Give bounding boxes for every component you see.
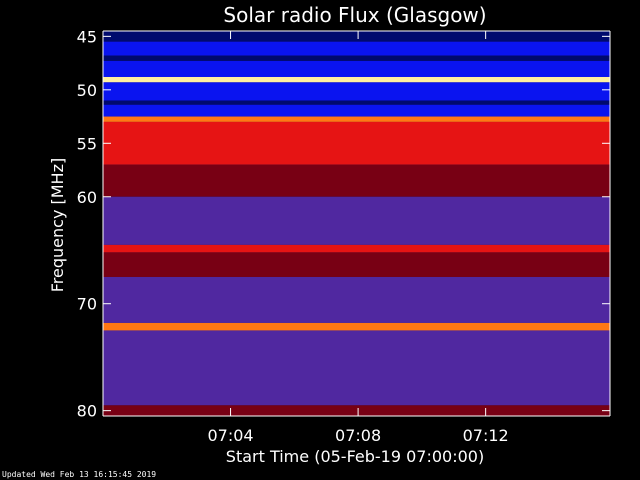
- x-axis-label: Start Time (05-Feb-19 07:00:00): [226, 447, 484, 466]
- footer-updated: Updated Wed Feb 13 16:15:45 2019: [2, 470, 157, 479]
- y-tick-label: 55: [77, 134, 97, 153]
- frequency-band: [103, 252, 610, 277]
- y-tick-label: 60: [77, 188, 97, 207]
- x-axis: 07:04 07:08 07:12: [103, 30, 610, 445]
- y-axis-label: Frequency [MHz]: [48, 158, 67, 292]
- y-axis: 45 50 55 60 70 80: [77, 27, 611, 421]
- frequency-band: [103, 322, 610, 331]
- frequency-band: [103, 55, 610, 61]
- x-tick-label: 07:12: [463, 426, 509, 445]
- frequency-band: [103, 121, 610, 165]
- frequency-band: [103, 405, 610, 416]
- frequency-band: [103, 100, 610, 105]
- frequency-band: [103, 276, 610, 323]
- chart-title: Solar radio Flux (Glasgow): [223, 3, 486, 27]
- frequency-band: [103, 76, 610, 83]
- frequency-band: [103, 244, 610, 253]
- x-tick-label: 07:08: [335, 426, 381, 445]
- frequency-band: [103, 164, 610, 197]
- frequency-band: [103, 104, 610, 117]
- spectrogram-plot: [103, 31, 610, 416]
- frequency-band: [103, 31, 610, 42]
- frequency-band: [103, 60, 610, 77]
- frequency-band: [103, 330, 610, 406]
- frequency-band: [103, 116, 610, 122]
- frequency-band: [103, 196, 610, 245]
- x-tick-label: 07:04: [207, 426, 253, 445]
- y-tick-label: 70: [77, 295, 97, 314]
- y-tick-label: 50: [77, 81, 97, 100]
- frequency-band: [103, 82, 610, 101]
- frequency-band: [103, 41, 610, 56]
- y-tick-label: 45: [77, 27, 97, 46]
- y-tick-label: 80: [77, 402, 97, 421]
